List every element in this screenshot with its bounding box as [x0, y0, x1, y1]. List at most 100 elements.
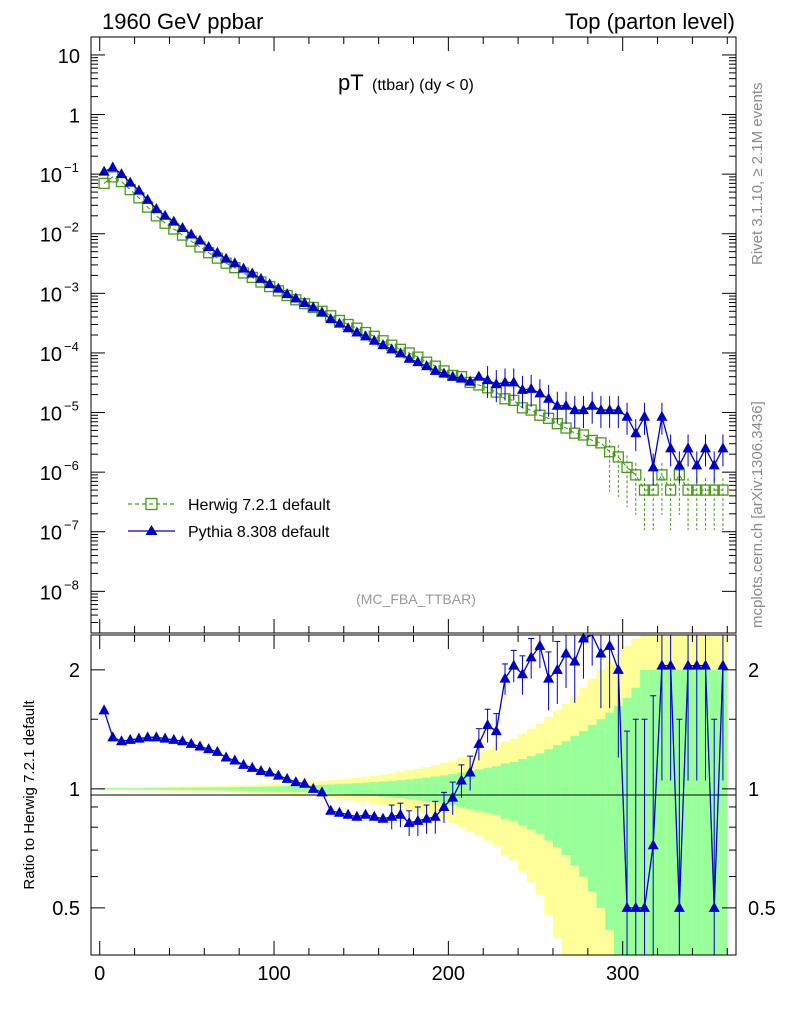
main-ytick-label: 10 — [40, 344, 62, 366]
ratio-band-green — [579, 731, 589, 877]
ratio-point — [577, 632, 589, 643]
ratio-band-green — [561, 741, 571, 856]
process-label: Top (parton level) — [565, 9, 735, 34]
main-ytick-label: 1 — [69, 106, 80, 128]
ratio-point — [107, 731, 119, 742]
herwig-point — [595, 437, 607, 449]
pythia-point — [717, 442, 729, 453]
ratio-band-green — [439, 775, 449, 804]
ratio-point — [717, 659, 729, 670]
main-ytick-label: 10 — [40, 523, 62, 545]
pythia-point — [682, 442, 694, 453]
ratio-band-green — [596, 719, 606, 908]
ratio-point — [325, 804, 337, 815]
ratio-point — [421, 812, 433, 823]
ratio-point — [238, 758, 250, 769]
ratio-point — [699, 659, 711, 670]
pythia-point — [281, 288, 293, 299]
ratio-band-green — [396, 780, 406, 799]
ratio-point — [482, 719, 494, 730]
ratio-band-green — [256, 786, 266, 792]
pythia-point — [551, 399, 563, 410]
pythia-point — [316, 306, 328, 317]
ratio-band-green — [570, 736, 580, 866]
ratio-band-green — [230, 787, 240, 791]
ratio-band-green — [186, 787, 196, 791]
pythia-point — [534, 387, 546, 398]
ratio-band-green — [369, 782, 379, 796]
ratio-band-green — [160, 787, 170, 790]
ratio-band-green — [361, 782, 371, 796]
main-ytick-exponent: −4 — [64, 339, 79, 354]
herwig-point — [691, 484, 703, 496]
ratio-point — [394, 808, 406, 819]
main-panel-frame — [90, 36, 737, 634]
ratio-band-green — [221, 787, 231, 791]
ratio-point — [403, 816, 415, 827]
pythia-point — [185, 228, 197, 239]
pythia-point — [665, 442, 677, 453]
ratio-point — [447, 791, 459, 802]
main-ytick-label: 10 — [40, 582, 62, 604]
ratio-band-green — [613, 706, 623, 955]
herwig-point — [621, 461, 633, 474]
ratio-band-green — [666, 669, 676, 955]
pythia-point — [708, 459, 720, 470]
ratio-y-axis: 2 2 1 1 0.5 0.5 — [52, 660, 776, 920]
ratio-band-green — [413, 778, 423, 800]
pythia-point — [386, 343, 398, 354]
pythia-point — [168, 215, 180, 226]
herwig-point — [708, 484, 720, 496]
main-ytick-label: 10 — [40, 463, 62, 485]
main-x-axis — [99, 37, 728, 633]
ratio-band-green — [204, 787, 214, 791]
plot-title-sub: (ttbar) (dy < 0) — [372, 77, 474, 94]
pythia-point — [699, 442, 711, 453]
herwig-point — [717, 484, 729, 496]
pythia-point — [577, 404, 589, 415]
ratio-point — [647, 839, 659, 850]
ratio-band-green — [326, 784, 336, 794]
pythia-point — [150, 203, 162, 214]
pythia-point — [290, 292, 302, 303]
ratio-band-green — [143, 788, 153, 790]
ratio-point — [177, 735, 189, 746]
pythia-point — [525, 382, 537, 393]
ratio-point — [281, 772, 293, 783]
ratio-band-green — [213, 787, 223, 791]
pythia-point — [586, 399, 598, 410]
ratio-band-green — [422, 777, 432, 801]
ratio-point — [203, 743, 215, 754]
ratio-point — [333, 806, 345, 817]
pythia-point — [98, 165, 110, 176]
pythia-point — [351, 326, 363, 337]
herwig-point — [586, 434, 598, 447]
pythia-point — [272, 282, 284, 293]
pythia-point — [455, 372, 467, 383]
pythia-point — [124, 176, 136, 187]
legend-entry-pythia: Pythia 8.308 default — [128, 524, 330, 541]
ratio-ytick-label-right: 2 — [748, 660, 759, 682]
ratio-point — [316, 786, 328, 797]
main-ytick-exponent: −3 — [64, 279, 79, 294]
ratio-point — [211, 745, 223, 756]
ratio-band-green — [274, 786, 284, 792]
ratio-point — [604, 639, 616, 650]
main-ytick-label: 10 — [58, 46, 80, 68]
ratio-band-green — [291, 785, 301, 792]
main-ytick-exponent: −6 — [64, 458, 79, 473]
ratio-band-green — [239, 786, 249, 791]
ratio-point — [682, 659, 694, 670]
main-series-layer — [98, 161, 729, 531]
ratio-band-green — [483, 767, 493, 813]
pythia-point — [394, 347, 406, 358]
main-ytick-exponent: −7 — [64, 518, 79, 533]
pythia-point — [368, 334, 380, 345]
herwig-line — [103, 176, 723, 492]
ratio-point — [351, 810, 363, 821]
ratio-point — [368, 810, 380, 821]
ratio-xtick-label: 200 — [432, 963, 465, 985]
ratio-band-green — [300, 785, 310, 793]
ratio-point — [551, 663, 563, 674]
main-ytick-exponent: −1 — [64, 160, 79, 175]
